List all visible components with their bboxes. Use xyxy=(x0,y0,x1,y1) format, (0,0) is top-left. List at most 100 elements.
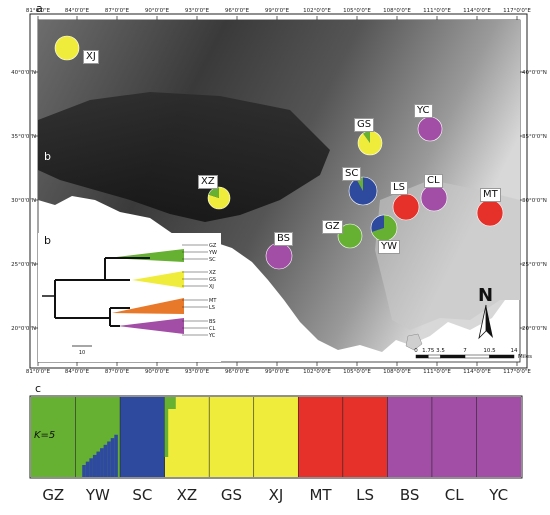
latitude-tick-label: 25°0'0"N xyxy=(11,262,36,268)
tree-tip-label: XJ xyxy=(209,284,214,290)
scalebar-segment xyxy=(464,354,490,359)
pop-label-xz: XZ xyxy=(198,175,218,189)
structure-group-label: YW xyxy=(85,486,110,504)
pie-outline xyxy=(348,176,378,206)
structure-frame xyxy=(29,395,523,479)
latitude-tick-label: 35°0'0"N xyxy=(11,134,36,140)
admixture-segment xyxy=(164,409,169,457)
admixture-segment xyxy=(114,434,118,477)
tree-tip-label: CL xyxy=(209,326,215,332)
pop-label-sc: SC xyxy=(342,167,362,181)
pie-slice xyxy=(418,117,442,141)
scalebar-segment xyxy=(489,354,515,359)
longitude-tick-label: 81°0'0"E xyxy=(26,369,51,375)
admixture-segment xyxy=(96,451,101,477)
axis-bottom-longitude: 81°0'0"E 84°0'0"E 87°0'0"E 90°0'0"E 93°0'0"E… xyxy=(26,362,531,375)
structure-bars xyxy=(31,397,521,477)
pie-outline xyxy=(337,223,363,249)
pie-slice xyxy=(477,200,503,226)
tree-tip-label: MT xyxy=(209,298,217,304)
admixture-segment xyxy=(164,397,176,409)
longitude-tick-label: 117°0'0"E xyxy=(503,8,531,14)
scalebar-tick-label: 3.5 xyxy=(436,348,445,354)
admixture-segment xyxy=(92,454,97,477)
north-label: N xyxy=(478,285,494,306)
panel-label-a: a xyxy=(36,2,43,15)
panel-label-b-map: b xyxy=(44,150,51,163)
latitude-tick-label: 30°0'0"N xyxy=(522,198,547,204)
structure-group-label: SC xyxy=(132,486,153,504)
pie-slice xyxy=(371,215,397,241)
pie-slice xyxy=(362,131,370,143)
longitude-tick-label: 87°0'0"E xyxy=(105,369,130,375)
pop-label-cl: CL xyxy=(424,174,443,188)
tree-tip-label: GS xyxy=(209,277,216,283)
pop-label-gz: GZ xyxy=(322,220,343,234)
admixture-segment xyxy=(89,458,93,477)
admixture-segment xyxy=(110,438,115,477)
structure-group-bar xyxy=(209,397,254,477)
longitude-tick-label: 93°0'0"E xyxy=(185,369,210,375)
structure-group-label: XZ xyxy=(176,486,198,504)
tree-tip-label: XZ xyxy=(209,270,216,276)
longitude-tick-label: 105°0'0"E xyxy=(343,369,371,375)
structure-group-label: XJ xyxy=(268,486,284,504)
longitude-tick-label: 102°0'0"E xyxy=(303,8,331,14)
scalebar-segment xyxy=(415,354,429,359)
pie-slice xyxy=(266,243,292,269)
longitude-tick-label: 105°0'0"E xyxy=(343,8,371,14)
tree-tip-label: YC xyxy=(208,333,216,339)
latitude-tick-label: 30°0'0"N xyxy=(11,198,36,204)
longitude-tick-label: 81°0'0"E xyxy=(26,8,51,14)
longitude-tick-label: 96°0'0"E xyxy=(225,8,250,14)
pop-label-ls: LS xyxy=(390,181,408,195)
pie-slice xyxy=(338,224,362,248)
pop-label-yw: YW xyxy=(378,240,400,254)
pop-label-bs: BS xyxy=(274,232,294,246)
latitude-tick-label: 20°0'0"N xyxy=(11,326,36,332)
scalebar-segment xyxy=(428,354,441,359)
scalebar-tick-label: 1.75 xyxy=(422,348,435,354)
pie-slice xyxy=(421,185,447,211)
tree-tip-label: BS xyxy=(209,319,216,325)
longitude-tick-label: 84°0'0"E xyxy=(65,8,90,14)
longitude-tick-label: 114°0'0"E xyxy=(463,8,491,14)
pie-slice xyxy=(393,194,419,220)
tree-tip-label: LS xyxy=(209,305,215,311)
longitude-tick-label: 108°0'0"E xyxy=(383,369,411,375)
latitude-tick-label: 40°0'0"N xyxy=(11,70,36,76)
panel-label-b-tree: b xyxy=(44,234,51,247)
admixture-segment xyxy=(85,461,90,477)
scalebar-tick-label: 0 xyxy=(414,348,418,354)
clade-triangle xyxy=(112,298,184,314)
pop-label-mt: MT xyxy=(480,188,501,202)
latitude-tick-label: 40°0'0"N xyxy=(522,70,547,76)
latitude-tick-label: 20°0'0"N xyxy=(522,326,547,332)
structure-group-bar xyxy=(387,397,432,477)
admixture-segment xyxy=(82,465,86,477)
structure-group-label: GZ xyxy=(42,486,65,504)
longitude-tick-label: 84°0'0"E xyxy=(65,369,90,375)
structure-group-bar xyxy=(253,397,299,477)
pie-slice xyxy=(371,215,384,233)
clade-triangle xyxy=(118,318,184,334)
population-pies xyxy=(54,35,504,270)
structure-group-label: MT xyxy=(309,486,332,504)
structure-group-bar xyxy=(342,397,388,477)
longitude-tick-label: 102°0'0"E xyxy=(303,369,331,375)
longitude-tick-label: 96°0'0"E xyxy=(225,369,250,375)
scalebar-unit: Miles xyxy=(518,354,532,360)
scalebar-segment xyxy=(440,354,466,359)
longitude-tick-label: 90°0'0"E xyxy=(145,369,170,375)
structure-group-bar xyxy=(164,397,210,477)
tree-scale-label: 10 xyxy=(79,350,85,356)
pop-label-gs: GS xyxy=(354,118,375,132)
structure-group-bar xyxy=(120,397,165,477)
pie-slice xyxy=(208,187,219,198)
tree-tip-label: GZ xyxy=(209,243,217,249)
structure-group-bar xyxy=(431,397,477,477)
longitude-tick-label: 93°0'0"E xyxy=(185,8,210,14)
structure-group-label: BS xyxy=(399,486,420,504)
